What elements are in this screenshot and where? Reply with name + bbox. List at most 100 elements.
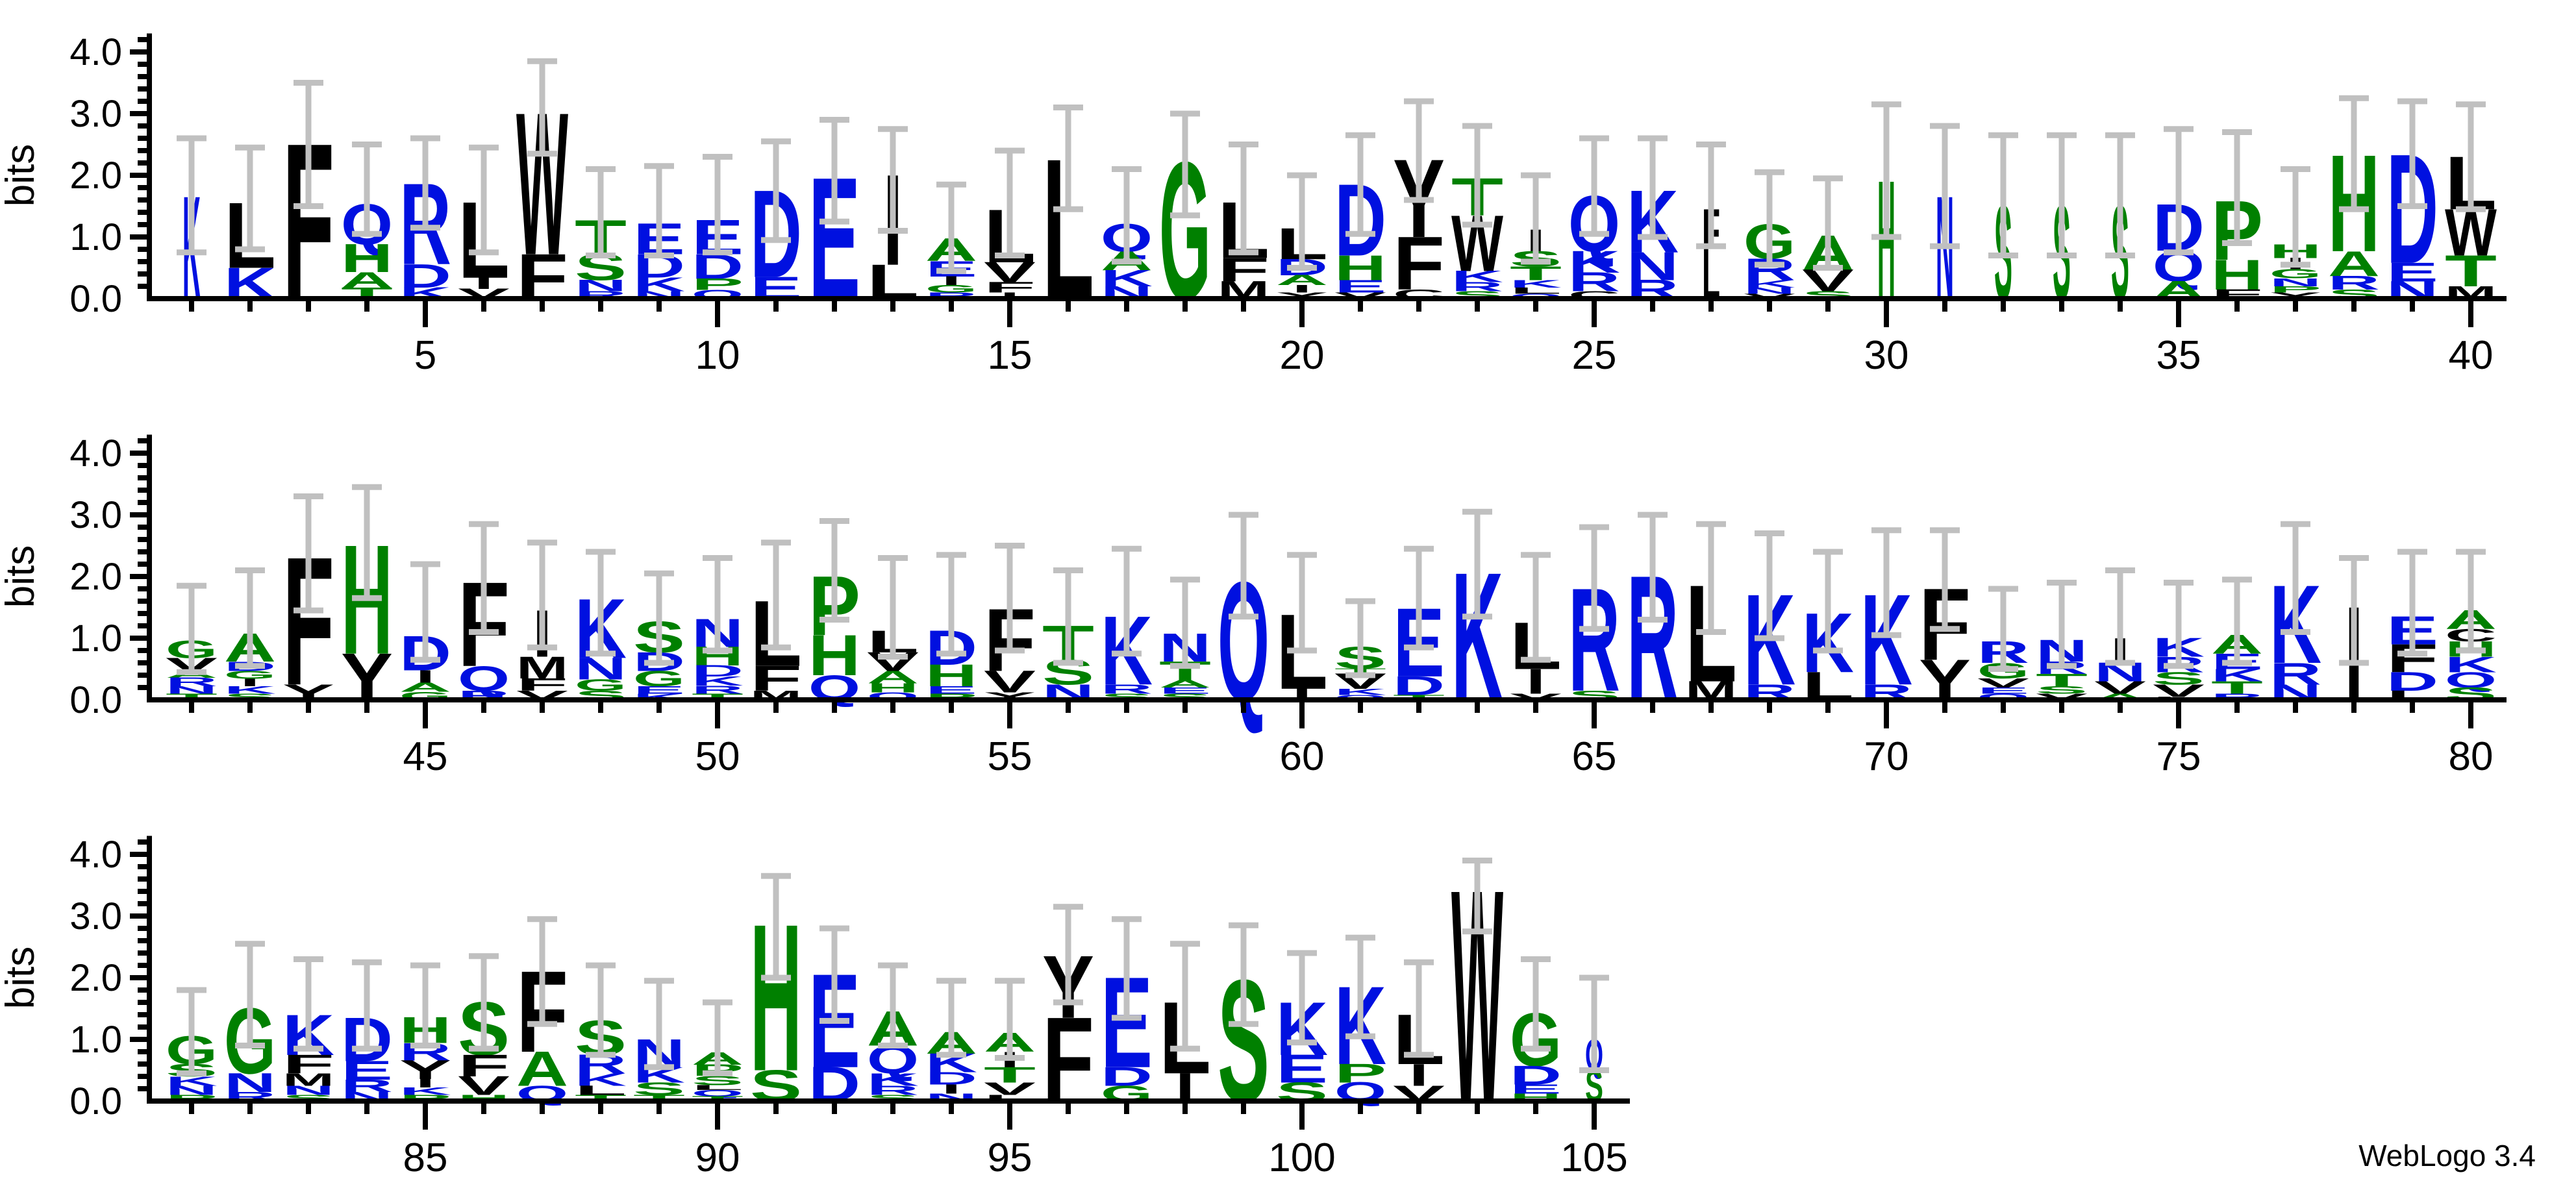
stack-pos-76: AEKTR bbox=[2211, 576, 2264, 702]
logo-letter-D: D bbox=[1393, 671, 1445, 700]
x-tick-label: 50 bbox=[695, 734, 740, 779]
error-bar bbox=[1287, 172, 1317, 271]
logo-letter-A: A bbox=[399, 680, 451, 695]
stack-pos-73: NRTSV bbox=[2036, 580, 2092, 702]
logo-letter-I: I bbox=[942, 275, 961, 288]
error-bar bbox=[1521, 552, 1551, 663]
error-bar bbox=[1053, 105, 1083, 212]
stack-pos-22: YFC bbox=[1393, 98, 1445, 306]
y-tick-label: 2.0 bbox=[69, 556, 122, 598]
stack-pos-64: LIV bbox=[1510, 552, 1566, 702]
y-tick-label: 3.0 bbox=[69, 895, 122, 937]
logo-letter-M: M bbox=[282, 1069, 334, 1089]
stack-pos-13: IL bbox=[867, 126, 919, 310]
error-bar bbox=[1462, 123, 1492, 228]
x-tick-label: 70 bbox=[1864, 734, 1909, 779]
stack-pos-79: EFDL bbox=[2386, 549, 2438, 703]
error-bar bbox=[819, 925, 849, 1024]
logo-letter-H: H bbox=[867, 681, 919, 696]
error-bar bbox=[235, 941, 265, 1048]
logo-letter-N: N bbox=[1627, 245, 1679, 290]
y-tick-label: 4.0 bbox=[69, 834, 122, 876]
error-bar bbox=[703, 555, 732, 654]
logo-letter-K: K bbox=[1568, 245, 1620, 280]
error-bar bbox=[469, 953, 499, 1052]
y-tick-label: 3.0 bbox=[69, 494, 122, 536]
error-bar bbox=[527, 58, 557, 157]
stack-pos-61: STVKQ bbox=[1334, 598, 1389, 702]
logo-letter-D: D bbox=[1510, 1060, 1562, 1090]
stack-pos-103: W bbox=[1451, 826, 1504, 1166]
error-bar bbox=[1871, 527, 1901, 638]
error-bar bbox=[936, 978, 966, 1058]
logo-letter-E: E bbox=[925, 685, 977, 697]
logo-letter-G: G bbox=[925, 284, 977, 295]
stack-pos-57: KRS bbox=[1101, 545, 1153, 706]
stack-pos-67: LM bbox=[1685, 521, 1737, 712]
stack-pos-11: DE bbox=[750, 138, 802, 306]
y-axis-title: bits bbox=[0, 947, 43, 1009]
logo-letter-I: I bbox=[942, 1082, 961, 1097]
stack-pos-95: AITVL bbox=[984, 978, 1038, 1103]
stack-pos-70: KR bbox=[1860, 527, 1913, 712]
logo-letter-G: G bbox=[633, 667, 685, 691]
logo-letter-S: S bbox=[2036, 685, 2088, 697]
stack-pos-37: HIGNPY bbox=[2270, 166, 2321, 301]
y-axis-title: bits bbox=[0, 545, 43, 608]
x-tick-label: 85 bbox=[403, 1135, 448, 1180]
error-bar bbox=[2222, 129, 2252, 246]
logo-letter-H: H bbox=[2211, 251, 2263, 299]
stack-pos-42: ADGIKS bbox=[224, 567, 277, 702]
error-bar bbox=[294, 493, 323, 614]
logo-row-3: GSKNPGNRKFMNSDERNHRYIKPSFVHFAQSRKLTNKSTA… bbox=[0, 826, 1630, 1180]
error-bar bbox=[1404, 959, 1434, 1058]
error-bar bbox=[995, 978, 1025, 1061]
error-bar bbox=[1345, 598, 1375, 678]
logo-letter-K: K bbox=[1451, 268, 1503, 286]
x-tick-label: 105 bbox=[1560, 1135, 1627, 1180]
error-bar bbox=[1696, 521, 1726, 635]
x-tick-label: 25 bbox=[1572, 333, 1617, 378]
stack-pos-2: LK bbox=[224, 144, 277, 308]
error-bar bbox=[294, 956, 323, 1052]
logo-letter-D: D bbox=[2386, 667, 2438, 697]
stack-pos-43: FY bbox=[282, 493, 334, 723]
logo-letter-H: H bbox=[1334, 248, 1386, 288]
stack-pos-75: KRSVL bbox=[2153, 580, 2207, 701]
error-bar bbox=[2397, 549, 2427, 657]
error-bar bbox=[2047, 580, 2077, 669]
error-bar bbox=[2456, 101, 2486, 212]
stack-pos-56: TSN bbox=[1042, 567, 1094, 705]
stack-pos-30: H bbox=[1871, 101, 1901, 335]
logo-letter-M: M bbox=[516, 651, 568, 686]
stack-pos-52: PHQ bbox=[808, 518, 860, 708]
x-axis bbox=[147, 1098, 1630, 1130]
logo-letter-N: N bbox=[166, 685, 218, 697]
logo-letter-E: E bbox=[1334, 277, 1386, 297]
logo-letter-R: R bbox=[2270, 656, 2321, 691]
logo-letter-A: A bbox=[341, 268, 393, 293]
error-bar bbox=[1345, 132, 1375, 237]
stack-pos-28: GRKNV bbox=[1744, 169, 1800, 301]
stack-pos-90: APSLQT bbox=[692, 999, 745, 1103]
error-bar bbox=[1930, 123, 1960, 249]
error-bar bbox=[1053, 904, 1083, 1006]
logo-letter-F: F bbox=[458, 1048, 510, 1084]
logo-letter-D: D bbox=[925, 1068, 977, 1088]
logo-letter-A: A bbox=[1276, 272, 1329, 288]
y-axis bbox=[130, 434, 152, 702]
stack-pos-71: FY bbox=[1919, 527, 1971, 712]
logo-letter-H: H bbox=[925, 658, 977, 693]
x-tick-label: 55 bbox=[988, 734, 1032, 779]
error-bar bbox=[761, 138, 791, 243]
logo-letter-F: F bbox=[750, 658, 802, 699]
logo-letter-N: N bbox=[575, 652, 627, 687]
logo-letter-E: E bbox=[1276, 1047, 1328, 1092]
stack-pos-20: LDAIY bbox=[1276, 172, 1329, 301]
y-tick-label: 2.0 bbox=[69, 155, 122, 197]
error-bar bbox=[235, 567, 265, 669]
